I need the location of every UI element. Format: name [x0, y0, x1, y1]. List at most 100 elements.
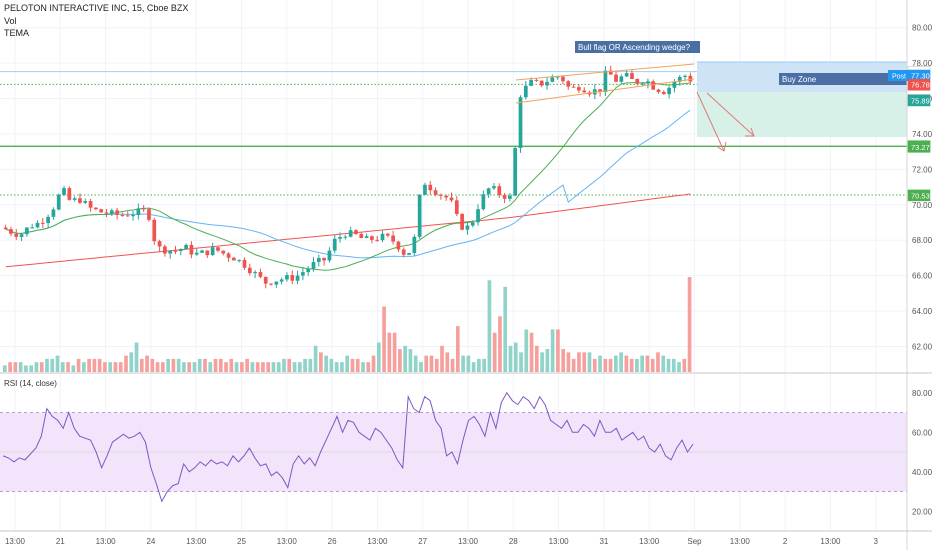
candle-body — [88, 201, 93, 208]
time-tick-label: 13:00 — [730, 537, 751, 546]
volume-bar — [398, 349, 402, 372]
time-tick-label: Sep — [687, 537, 702, 546]
volume-bar — [139, 358, 144, 372]
volume-bar — [3, 365, 7, 372]
volume-bar — [208, 362, 213, 372]
candle-body — [99, 209, 104, 213]
candle-body — [592, 89, 597, 95]
volume-bar — [350, 358, 355, 372]
candle-body — [290, 275, 295, 281]
volume-bar — [234, 362, 239, 372]
candle-body — [19, 234, 24, 237]
candle-body — [327, 250, 332, 261]
volume-bar — [613, 355, 618, 372]
volume-bar — [413, 355, 418, 372]
volume-bar — [508, 345, 513, 372]
time-tick-label: 13:00 — [549, 537, 570, 546]
volume-bar — [145, 355, 149, 372]
volume-bar — [113, 362, 118, 372]
volume-bar — [66, 362, 70, 372]
candle-body — [67, 188, 72, 200]
volume-bar — [87, 358, 91, 372]
candle-body — [168, 250, 173, 254]
volume-bar — [161, 362, 165, 372]
candle-body — [343, 236, 348, 238]
price-tick-label: 62.00 — [912, 342, 932, 351]
candle-body — [598, 89, 602, 93]
volume-bar — [519, 352, 523, 372]
volume-bar — [55, 355, 60, 372]
buy-zone-label-box — [779, 73, 907, 85]
candle-body — [651, 81, 656, 90]
candle-body — [78, 198, 82, 203]
volume-bar — [629, 358, 634, 372]
volume-bar — [266, 362, 271, 372]
volume-bar — [229, 358, 234, 372]
volume-bar — [661, 355, 666, 372]
candle-body — [677, 76, 682, 82]
rsi-label: RSI (14, close) — [4, 379, 57, 388]
time-tick-label: 24 — [146, 537, 155, 546]
time-tick-label: 3 — [873, 537, 878, 546]
candle-body — [210, 247, 215, 256]
candle-body — [178, 249, 183, 251]
candle-body — [131, 214, 135, 217]
time-tick-label: 2 — [783, 537, 788, 546]
rsi-axis: 80.00 60.00 40.00 20.00 — [912, 389, 932, 517]
candle-body — [561, 76, 565, 82]
sma-long-line — [5, 193, 691, 268]
volume-bar — [118, 362, 123, 372]
volume-bar — [445, 352, 450, 372]
rsi-tick-label: 40.00 — [912, 468, 932, 477]
candle-body — [40, 222, 45, 224]
candle-body — [603, 70, 608, 93]
price-badges: 77.51Post77.3076.7875.9375.8973.3173.277… — [888, 66, 931, 202]
volume-bar — [582, 352, 587, 372]
time-tick-label: 21 — [56, 537, 65, 546]
price-tick-label: 78.00 — [912, 59, 932, 68]
candle-body — [539, 80, 544, 86]
candle-body — [683, 75, 687, 77]
price-tick-label: 64.00 — [912, 307, 932, 316]
candle-body — [529, 79, 533, 86]
volume-bar — [371, 355, 376, 372]
candle-body — [582, 90, 587, 93]
volume-bar — [682, 358, 687, 372]
projection-arrow-2 — [706, 92, 755, 137]
volume-bar — [334, 362, 339, 372]
volume-bar — [566, 352, 571, 372]
volume-bar — [592, 358, 597, 372]
candle-body — [46, 216, 50, 224]
candle-body — [608, 70, 613, 75]
candle-body — [614, 74, 618, 82]
volume-bar — [92, 358, 97, 372]
candle-body — [577, 87, 581, 91]
volume-bar — [129, 352, 134, 372]
candle-body — [672, 81, 677, 88]
time-tick-label: 13:00 — [820, 537, 841, 546]
candle-body — [460, 213, 464, 230]
volume-bar — [577, 352, 581, 372]
candle-body — [152, 219, 157, 242]
price-tick-label: 70.00 — [912, 201, 932, 210]
candlesticks — [3, 65, 693, 289]
candle-body — [385, 233, 390, 236]
post-badge-box — [888, 70, 908, 82]
volume-bar — [571, 358, 576, 372]
volume-bar — [424, 355, 429, 372]
candle-body — [423, 184, 427, 195]
candle-body — [51, 209, 56, 217]
projection-arrow-1 — [696, 91, 725, 152]
volume-bar — [224, 362, 228, 372]
candle-body — [624, 73, 629, 77]
candle-body — [14, 233, 19, 237]
projection-arrow-2-head — [745, 127, 755, 137]
time-tick-label: 13:00 — [277, 537, 298, 546]
candle-body — [486, 188, 491, 195]
candle-body — [566, 81, 571, 87]
candle-body — [173, 250, 178, 252]
volume-bar — [50, 358, 55, 372]
time-tick-label: 26 — [328, 537, 337, 546]
volume-bar — [503, 286, 508, 372]
moving-averages — [5, 82, 691, 271]
